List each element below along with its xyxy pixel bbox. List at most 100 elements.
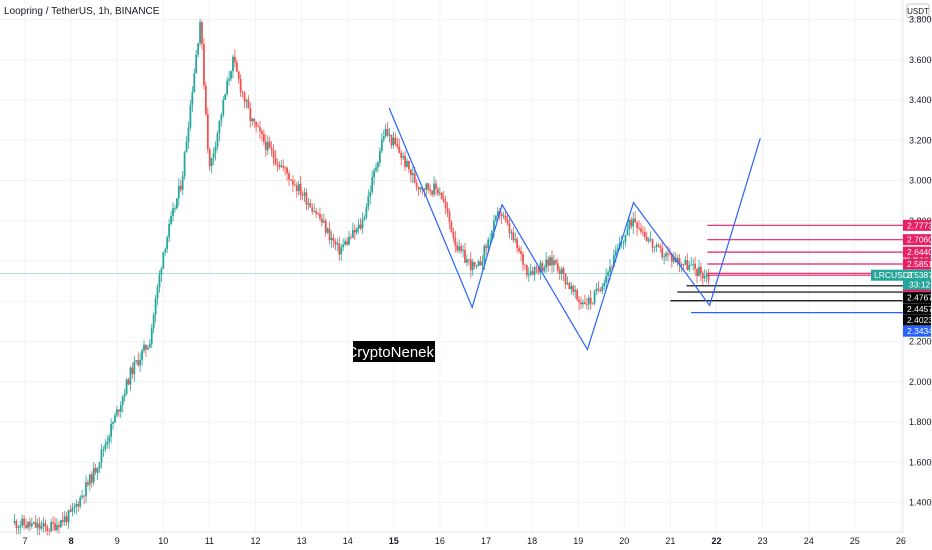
candle-body (185, 141, 188, 153)
candle-body (241, 91, 244, 93)
candle-body (595, 288, 598, 292)
candle-body (701, 273, 704, 279)
candle-body (415, 182, 418, 187)
candle-body (299, 183, 302, 196)
candle-body (218, 120, 221, 134)
candle-body (504, 215, 507, 220)
pattern-zigzag-line[interactable] (388, 107, 761, 351)
candle-body (36, 523, 39, 528)
candle-body (359, 224, 362, 229)
candle-body (280, 165, 283, 168)
candle-body (195, 54, 198, 74)
candle-body (493, 220, 495, 231)
candle-body (315, 211, 317, 214)
candle-body (65, 516, 68, 523)
candle-body (116, 409, 118, 416)
level-label: 2.5851 (907, 259, 932, 269)
candle-body (601, 286, 604, 292)
candle-body (61, 519, 64, 522)
candle-body (191, 92, 194, 105)
candle-body (647, 239, 650, 241)
candle-body (307, 203, 310, 205)
candle-body (48, 531, 51, 533)
time-tick-label: 18 (527, 536, 537, 546)
chart-title: Loopring / TetherUS, 1h, BINANCE (4, 6, 160, 17)
candle-body (127, 379, 130, 385)
candle-body (380, 139, 383, 152)
candle-body (143, 344, 145, 351)
candle-body (317, 213, 319, 215)
candle-body (531, 271, 534, 275)
candle-body (440, 192, 443, 200)
candle-body (42, 523, 45, 527)
candle-body (174, 208, 176, 210)
candle-body (237, 71, 240, 79)
time-tick-label: 15 (389, 536, 399, 546)
candle-body (338, 243, 341, 255)
candle-body (636, 222, 638, 228)
candle-body (626, 229, 629, 235)
candle-body (529, 271, 532, 275)
time-tick-label: 21 (665, 536, 675, 546)
candle-body (373, 170, 375, 178)
time-tick-label: 11 (205, 536, 214, 546)
level-label-bg (903, 325, 931, 337)
candle-body (535, 267, 538, 269)
price-tick-label: 3.6000 (909, 55, 932, 65)
time-tick-label: 7 (22, 536, 27, 546)
candle-body (117, 409, 120, 412)
time-axis[interactable]: 7 8 9 10 11 12 13 14 15 16 17 18 19 20 21 22 23 24 25 26 (22, 536, 905, 546)
candle-body (348, 236, 350, 245)
candle-body (251, 118, 254, 122)
price-tick-label: 1.6000 (909, 457, 932, 467)
candle-body (489, 239, 492, 241)
candle-body (131, 367, 134, 375)
candle-body (469, 259, 472, 271)
candle-body (365, 207, 368, 218)
candle-body (665, 253, 667, 257)
candle-body (17, 527, 20, 528)
candle-body (295, 185, 298, 192)
candle-body (353, 229, 356, 233)
candle-body (454, 237, 457, 246)
candle-body (703, 276, 706, 279)
candle-body (378, 151, 381, 163)
candle-body (506, 219, 509, 224)
candle-body (698, 266, 700, 276)
candle-body (226, 80, 229, 95)
candle-body (98, 462, 101, 469)
candle-body (591, 303, 594, 305)
candle-body (253, 118, 256, 122)
candle-body (245, 100, 248, 102)
candle-body (206, 114, 209, 150)
candle-body (417, 186, 420, 190)
candle-body (438, 192, 441, 194)
candle-body (293, 184, 296, 186)
candle-body (346, 241, 348, 245)
candle-body (340, 247, 343, 255)
candle-body (384, 128, 387, 137)
candle-body (330, 237, 333, 241)
candle-body (19, 525, 22, 528)
candle-body (466, 259, 468, 263)
candle-body (545, 259, 548, 268)
candle-body (423, 189, 426, 191)
candle-body (574, 289, 577, 292)
candle-body (547, 259, 550, 266)
candle-body (682, 264, 685, 266)
candle-body (659, 246, 662, 249)
level-label-bg (903, 234, 931, 246)
horizontal-levels[interactable] (670, 224, 903, 314)
candle-body (268, 141, 271, 148)
candle-body (25, 525, 27, 528)
candle-body (59, 519, 62, 528)
candle-body (156, 286, 159, 299)
candle-body (112, 422, 114, 424)
level-label-bg (903, 258, 931, 270)
candle-body (377, 162, 379, 168)
level-label: 2.4023 (907, 315, 932, 325)
candle-body (657, 245, 660, 247)
candle-body (651, 239, 654, 248)
price-tick-label: 1.8000 (909, 417, 932, 427)
